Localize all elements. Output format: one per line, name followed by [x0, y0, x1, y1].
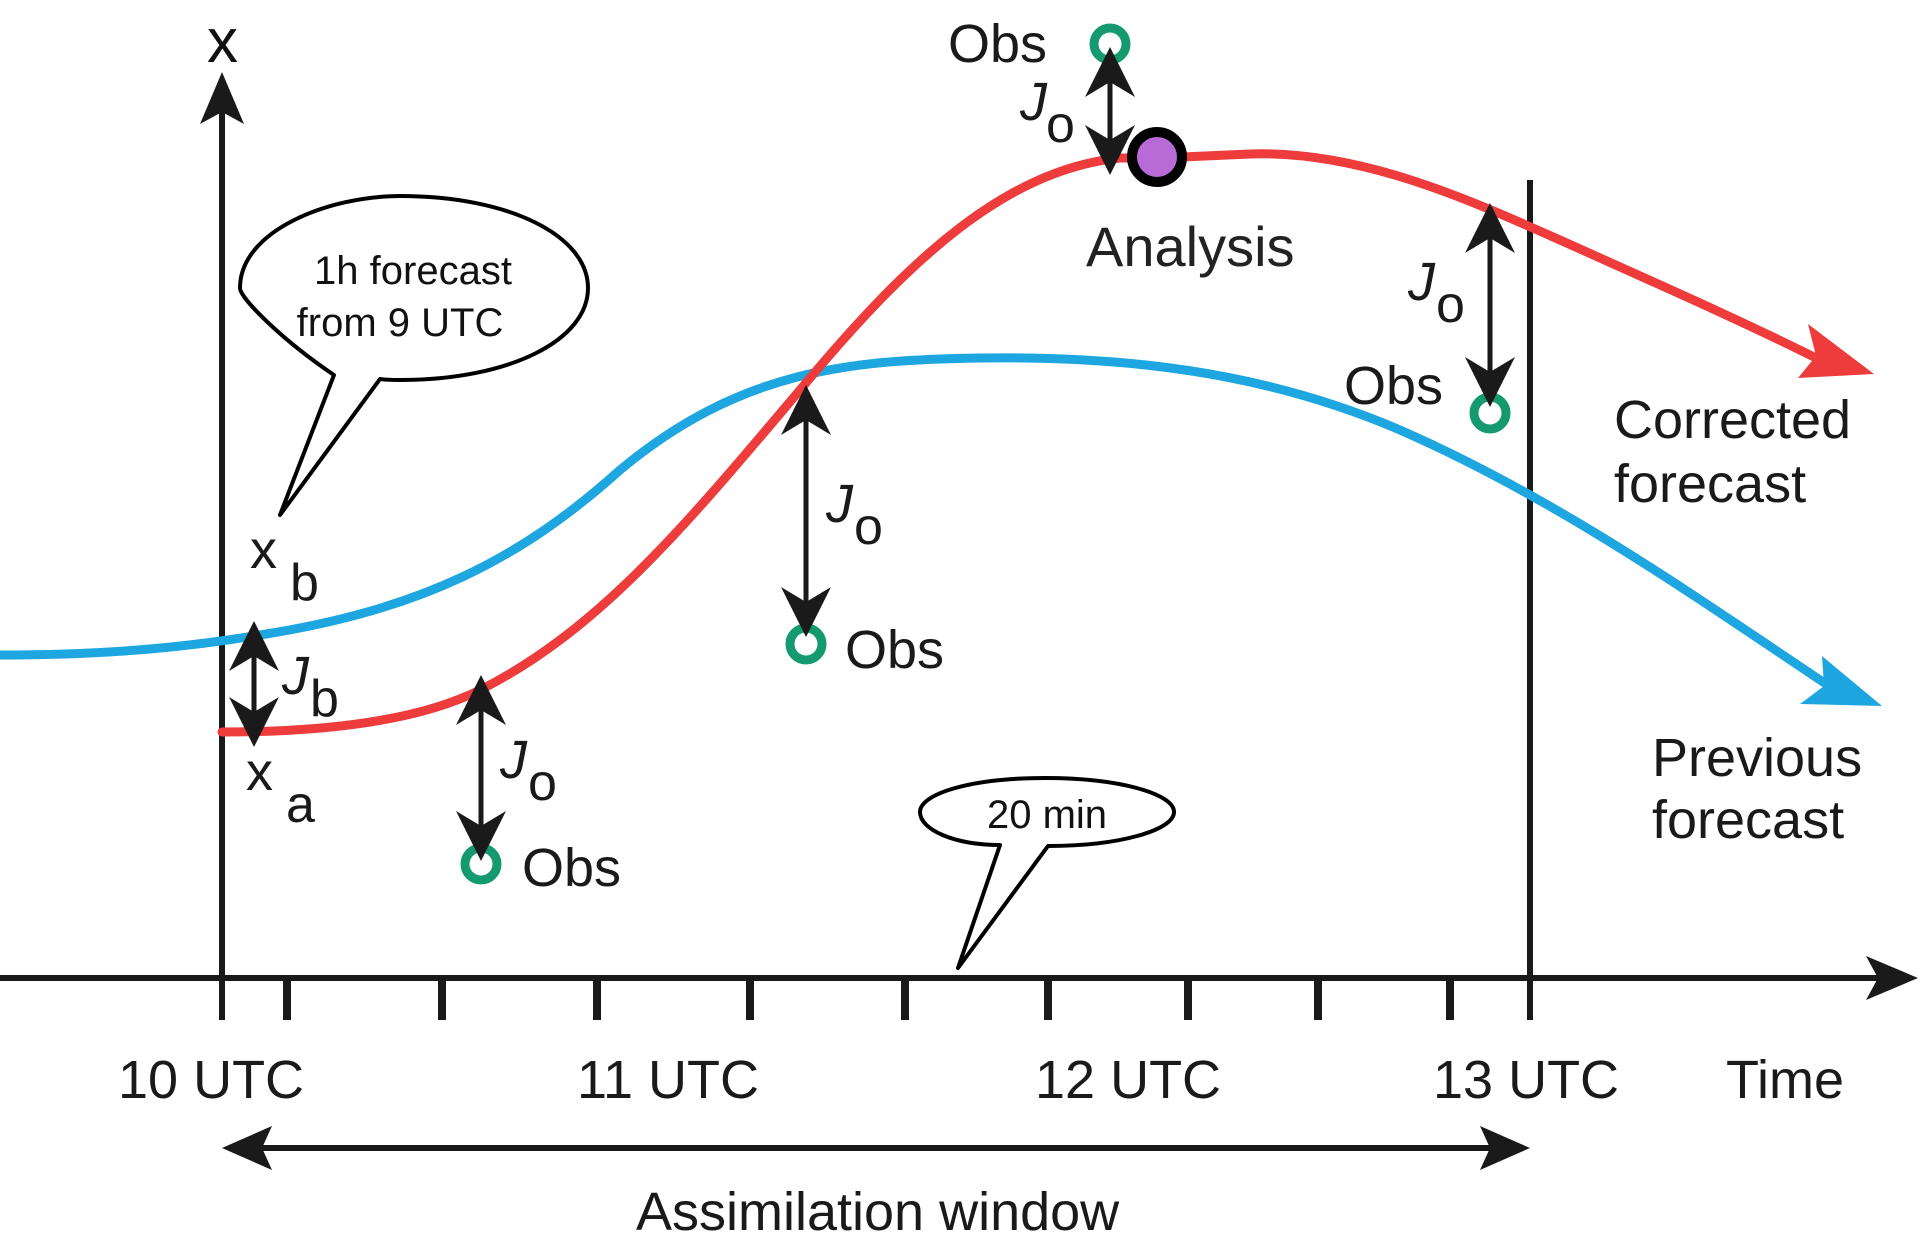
y-axis-arrowhead — [200, 72, 244, 124]
time-tick-label: 10 UTC — [118, 1050, 304, 1110]
svg-text:o: o — [854, 498, 883, 556]
corrected-forecast-label: Corrected — [1614, 390, 1851, 450]
svg-text:J: J — [825, 474, 854, 534]
analysis-point — [1127, 127, 1187, 187]
svg-text:a: a — [286, 776, 315, 834]
jb-label: J b — [281, 646, 339, 728]
analysis-label: Analysis — [1086, 215, 1295, 278]
callout-text: 20 min — [987, 793, 1107, 837]
callout-text: from 9 UTC — [297, 301, 504, 345]
obs-label: Obs — [522, 838, 621, 898]
previous-forecast-label: forecast — [1652, 790, 1844, 850]
jo-label: J o — [825, 474, 883, 556]
hour-ticks — [219, 180, 1533, 1020]
xb-label: x b — [250, 520, 319, 612]
corrected-forecast-label: forecast — [1614, 454, 1806, 514]
xa-label: x a — [246, 742, 315, 834]
svg-text:b: b — [290, 554, 319, 612]
observations — [460, 23, 1511, 885]
observation-marker — [1089, 23, 1131, 65]
minor-ticks — [283, 978, 1454, 1020]
cost-arrows — [229, 46, 1515, 861]
svg-text:J: J — [1407, 252, 1436, 312]
obs-label: Obs — [1344, 356, 1443, 416]
time-tick-label: 11 UTC — [577, 1050, 759, 1110]
callout-background-forecast: 1h forecast from 9 UTC — [238, 194, 590, 517]
assimilation-window-label: Assimilation window — [636, 1182, 1120, 1242]
observation-marker — [460, 843, 502, 885]
time-tick-label: 12 UTC — [1035, 1050, 1221, 1110]
svg-text:J: J — [1019, 72, 1048, 132]
x-axis — [0, 956, 1918, 1000]
jo-label: J o — [1407, 252, 1465, 334]
observation-marker — [785, 623, 827, 665]
corrected-forecast-arrowhead — [1798, 324, 1874, 378]
previous-forecast-arrowhead — [1800, 656, 1882, 706]
assimilation-window-arrow — [222, 1126, 1530, 1170]
obs-label: Obs — [948, 14, 1047, 74]
svg-text:x: x — [250, 520, 277, 580]
y-axis-label: x — [207, 7, 238, 76]
previous-forecast-label: Previous — [1652, 728, 1862, 788]
svg-text:J: J — [281, 646, 310, 706]
svg-text:o: o — [528, 754, 557, 812]
jo-label: J o — [1019, 72, 1075, 154]
svg-text:o: o — [1046, 96, 1075, 154]
svg-text:o: o — [1436, 276, 1465, 334]
time-tick-label: 13 UTC — [1433, 1050, 1619, 1110]
x-axis-arrowhead — [1866, 956, 1918, 1000]
svg-text:x: x — [246, 742, 273, 802]
obs-label: Obs — [845, 620, 944, 680]
y-axis — [200, 72, 244, 1020]
observation-marker — [1469, 392, 1511, 434]
svg-text:J: J — [499, 730, 528, 790]
callout-interval: 20 min — [918, 776, 1176, 970]
jo-label: J o — [499, 730, 557, 812]
x-axis-label: Time — [1726, 1050, 1844, 1110]
svg-text:b: b — [310, 670, 339, 728]
callout-text: 1h forecast — [314, 249, 512, 293]
